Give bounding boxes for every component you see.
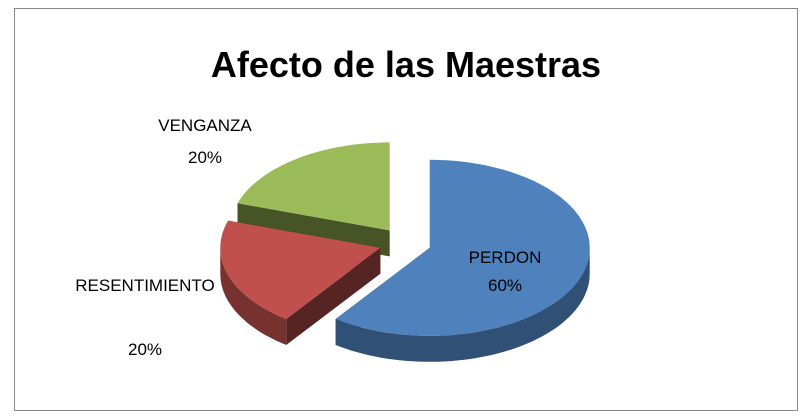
- slice-label: PERDON: [468, 248, 542, 267]
- value-label: 20%: [187, 148, 223, 167]
- slice-label: RESENTIMIENTO: [75, 276, 215, 295]
- pie-slice: [237, 142, 390, 231]
- pie-slice: [220, 220, 381, 319]
- value-label: 20%: [127, 340, 163, 359]
- slice-label: VENGANZA: [158, 116, 252, 135]
- slice-wall: [335, 247, 590, 362]
- pie-slice: [335, 159, 590, 336]
- value-label: 60%: [487, 276, 523, 295]
- slice-wall: [220, 247, 287, 345]
- slice-side: [286, 247, 381, 345]
- chart-title: Afecto de las Maestras: [210, 44, 602, 85]
